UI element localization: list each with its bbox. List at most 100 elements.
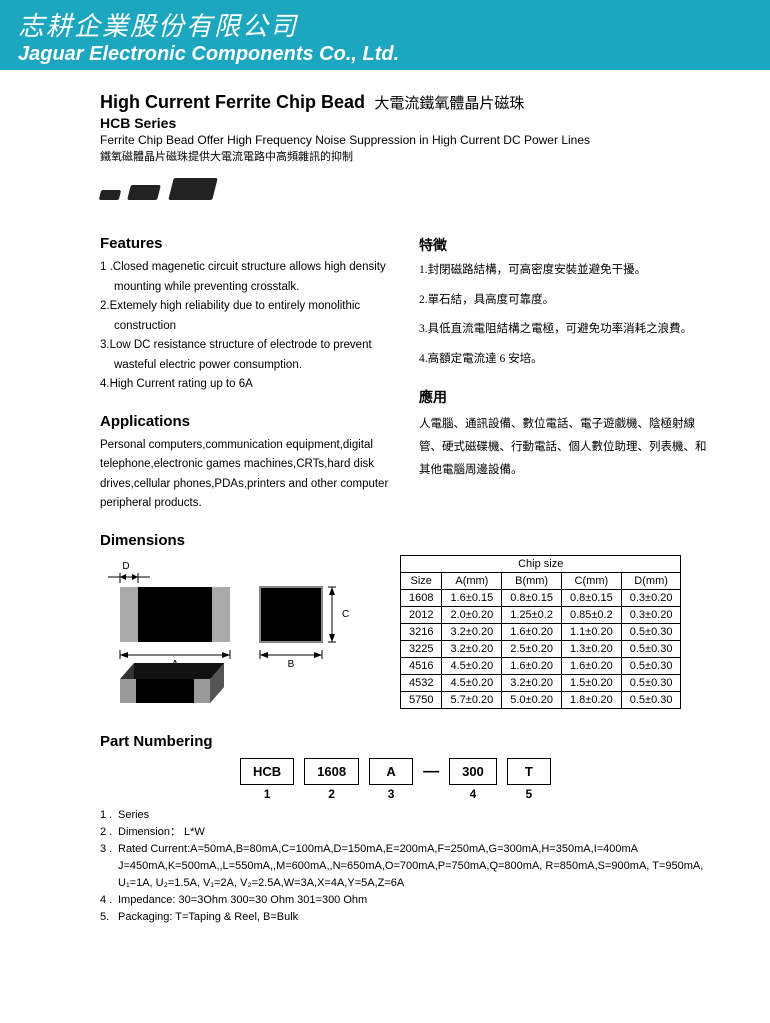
td: 0.5±0.30 — [621, 624, 681, 641]
td: 1.6±0.15 — [442, 590, 502, 607]
chip-photos — [100, 178, 710, 203]
chip-medium-icon — [127, 185, 161, 200]
applications-heading-en: Applications — [100, 413, 391, 430]
td: 1.25±0.2 — [502, 607, 562, 624]
td: 5750 — [401, 692, 442, 709]
legend-index: 5. — [100, 909, 118, 926]
subtitle-cn: 鐵氧磁體晶片磁珠提供大電流電路中高頻雜訊的抑制 — [100, 148, 710, 164]
td: 1.1±0.20 — [561, 624, 621, 641]
table-row: 32163.2±0.201.6±0.201.1±0.200.5±0.30 — [401, 624, 681, 641]
td: 0.3±0.20 — [621, 590, 681, 607]
pn-box: T — [507, 758, 551, 785]
legend-row: 1 .Series — [100, 807, 710, 824]
pn-cell: HCB 1 — [240, 758, 294, 801]
td: 5.0±0.20 — [502, 692, 562, 709]
td: 0.5±0.30 — [621, 658, 681, 675]
title-cn: 大電流鐵氧體晶片磁珠 — [374, 96, 524, 112]
pn-box: HCB — [240, 758, 294, 785]
legend-text: Impedance: 30=3Ohm 300=30 Ohm 301=300 Oh… — [118, 892, 710, 909]
legend-text: Series — [118, 807, 710, 824]
pn-cell: A 3 — [369, 758, 413, 801]
td: 0.5±0.30 — [621, 692, 681, 709]
td: 1.6±0.20 — [561, 658, 621, 675]
table-row: 32253.2±0.202.5±0.201.3±0.200.5±0.30 — [401, 641, 681, 658]
td: 3225 — [401, 641, 442, 658]
svg-text:C: C — [342, 609, 349, 620]
td: 2012 — [401, 607, 442, 624]
feature-item: 2.Extemely high reliability due to entir… — [100, 297, 391, 336]
td: 4.5±0.20 — [442, 675, 502, 692]
part-number-legend: 1 .Series2 .Dimension： L*W3 .Rated Curre… — [100, 807, 710, 926]
pn-dash: — — [423, 758, 439, 781]
chip-size-table-wrap: Chip size Size A(mm) B(mm) C(mm) D(mm) 1… — [400, 555, 681, 709]
feature-item: 4.High Current rating up to 6A — [100, 375, 391, 395]
features-en-col: Features 1 .Closed magenetic circuit str… — [100, 217, 391, 514]
features-cn-col: 特徵 1.封閉磁路結構，可高密度安裝並避免干擾。 2.單石結，具高度可靠度。 3… — [419, 217, 710, 514]
title-en: High Current Ferrite Chip Bead — [100, 92, 365, 112]
td: 1.3±0.20 — [561, 641, 621, 658]
features-columns: Features 1 .Closed magenetic circuit str… — [100, 217, 710, 514]
feature-item: 3.Low DC resistance structure of electro… — [100, 336, 391, 375]
applications-text-en: Personal computers,communication equipme… — [100, 436, 391, 514]
td: 2.5±0.20 — [502, 641, 562, 658]
legend-text: Packaging: T=Taping & Reel, B=Bulk — [118, 909, 710, 926]
pn-index: 4 — [449, 787, 497, 801]
pn-index: 1 — [240, 787, 294, 801]
part-number-boxes: HCB 1 1608 2 A 3 — 300 4 T 5 — [240, 758, 710, 801]
company-banner: 志耕企業股份有限公司 Jaguar Electronic Components … — [0, 0, 770, 70]
td: 3216 — [401, 624, 442, 641]
legend-index: 1 . — [100, 807, 118, 824]
td: 3.2±0.20 — [442, 641, 502, 658]
table-title: Chip size — [401, 556, 681, 573]
legend-row: 2 .Dimension： L*W — [100, 824, 710, 841]
table-row: 45164.5±0.201.6±0.201.6±0.200.5±0.30 — [401, 658, 681, 675]
td: 1608 — [401, 590, 442, 607]
th: B(mm) — [502, 573, 562, 590]
td: 0.5±0.30 — [621, 675, 681, 692]
table-row: 20122.0±0.201.25±0.20.85±0.20.3±0.20 — [401, 607, 681, 624]
table-row: 45324.5±0.203.2±0.201.5±0.200.5±0.30 — [401, 675, 681, 692]
feature-item-cn: 2.單石結，具高度可靠度。 — [419, 291, 710, 311]
pn-cell: 300 4 — [449, 758, 497, 801]
pn-box: A — [369, 758, 413, 785]
td: 0.85±0.2 — [561, 607, 621, 624]
legend-text: Rated Current:A=50mA,B=80mA,C=100mA,D=15… — [118, 841, 710, 892]
part-numbering-heading: Part Numbering — [100, 733, 710, 750]
td: 3.2±0.20 — [502, 675, 562, 692]
legend-row: 3 .Rated Current:A=50mA,B=80mA,C=100mA,D… — [100, 841, 710, 892]
dimension-drawing: D A B — [100, 555, 380, 715]
feature-item-cn: 3.具低直流電阻結構之電極，可避免功率消耗之浪費。 — [419, 320, 710, 340]
applications-text-cn: 人電腦、通訊設備、數位電話、電子遊戲機、陰極射線管、硬式磁碟機、行動電話、個人數… — [419, 413, 710, 482]
company-name-en: Jaguar Electronic Components Co., Ltd. — [18, 43, 752, 66]
th: D(mm) — [621, 573, 681, 590]
legend-row: 5.Packaging: T=Taping & Reel, B=Bulk — [100, 909, 710, 926]
series: HCB Series — [100, 115, 710, 131]
legend-index: 2 . — [100, 824, 118, 841]
td: 1.6±0.20 — [502, 658, 562, 675]
pn-cell: T 5 — [507, 758, 551, 801]
legend-index: 3 . — [100, 841, 118, 892]
svg-text:B: B — [288, 659, 295, 670]
features-list-en: 1 .Closed magenetic circuit structure al… — [100, 258, 391, 395]
chip-large-icon — [168, 178, 217, 200]
applications-heading-cn: 應用 — [419, 387, 710, 407]
subtitle-en: Ferrite Chip Bead Offer High Frequency N… — [100, 133, 710, 147]
feature-item: 1 .Closed magenetic circuit structure al… — [100, 258, 391, 297]
dimensions-row: D A B — [100, 555, 710, 715]
pn-index: 5 — [507, 787, 551, 801]
td: 4532 — [401, 675, 442, 692]
td: 0.3±0.20 — [621, 607, 681, 624]
th: Size — [401, 573, 442, 590]
company-name-cn: 志耕企業股份有限公司 — [18, 6, 752, 43]
legend-text: Dimension： L*W — [118, 824, 710, 841]
td: 0.8±0.15 — [502, 590, 562, 607]
features-list-cn: 1.封閉磁路結構，可高密度安裝並避免干擾。 2.單石結，具高度可靠度。 3.具低… — [419, 261, 710, 369]
datasheet-page: High Current Ferrite Chip Bead 大電流鐵氧體晶片磁… — [0, 70, 770, 956]
table-row: 16081.6±0.150.8±0.150.8±0.150.3±0.20 — [401, 590, 681, 607]
td: 1.8±0.20 — [561, 692, 621, 709]
feature-item-cn: 1.封閉磁路結構，可高密度安裝並避免干擾。 — [419, 261, 710, 281]
td: 1.6±0.20 — [502, 624, 562, 641]
td: 4516 — [401, 658, 442, 675]
pn-box: 300 — [449, 758, 497, 785]
chip-small-icon — [99, 190, 121, 200]
